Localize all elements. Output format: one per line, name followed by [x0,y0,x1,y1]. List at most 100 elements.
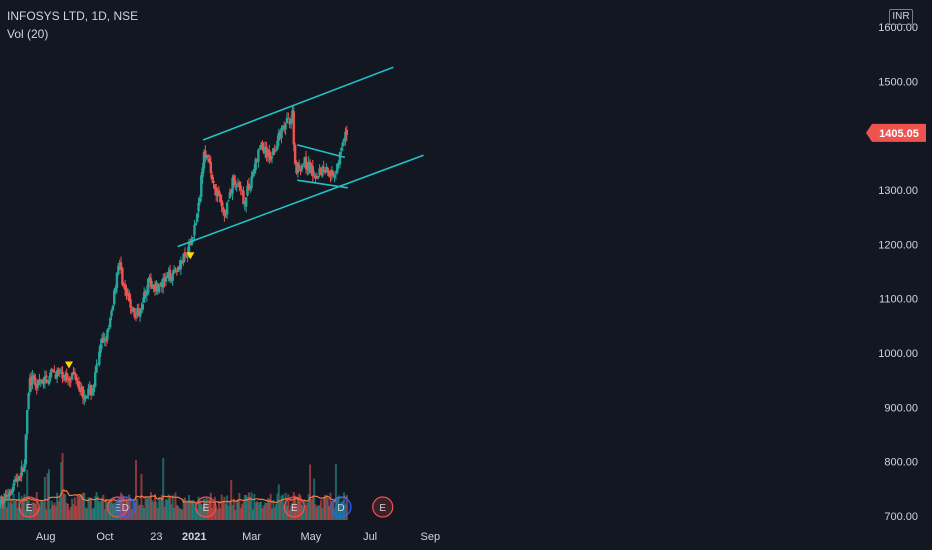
volume-bar [110,499,113,520]
volume-bar [188,495,191,520]
volume-bar [208,498,211,520]
volume-bar [307,493,310,520]
dividend-badge[interactable]: D [114,496,136,518]
candle [318,164,321,177]
volume-bar [58,496,61,520]
candle [341,140,344,152]
currency-badge[interactable]: INR [889,9,913,25]
volume-bar [99,501,102,520]
candle [274,146,278,153]
volume-bar [75,505,78,520]
earnings-badge[interactable]: E [195,496,217,518]
volume-bar [166,500,169,520]
candle [138,308,142,322]
earnings-badge[interactable]: E [283,496,305,518]
volume-bar [39,500,42,520]
candle [9,488,13,496]
candle [77,376,81,392]
volume-bar [145,498,148,520]
volume-bar [98,501,101,520]
volume-bar [338,504,341,520]
volume-bar [175,504,178,520]
dividend-badge[interactable]: D [330,496,352,518]
candle [304,150,308,174]
volume-bar [216,509,219,520]
volume-indicator-label[interactable]: Vol (20) [7,27,49,41]
volume-bar [141,505,144,520]
candle [148,274,151,283]
candle [266,148,270,163]
volume-bar [45,509,48,520]
candle [265,141,268,162]
earnings-badge[interactable]: E [106,496,129,518]
candle [239,181,242,196]
candle [81,385,85,404]
volume-bar [178,508,181,520]
candle [259,141,263,150]
candle [32,372,36,380]
y-tick-label: 1500.00 [878,76,918,88]
volume-bar [215,507,218,520]
x-tick-label: Aug [36,531,56,543]
candle [179,256,183,276]
last-price-tag: 1405.05 [866,123,926,142]
candle [100,333,104,350]
symbol-title: INFOSYS LTD, 1D, NSE [7,9,139,23]
volume-bar [83,492,86,520]
volume-bar [77,495,80,520]
candle [231,174,234,200]
candle [254,157,257,174]
volume-bar [19,507,22,520]
candle [17,475,21,482]
volume-bar [232,498,235,520]
earnings-badge[interactable]: E [18,496,40,518]
volume-bar [173,507,176,520]
svg-text:E: E [379,503,386,514]
volume-bar [76,495,79,520]
candle [122,282,125,289]
svg-text:E: E [291,503,298,514]
volume-bar [120,492,123,520]
trendline-flag-top[interactable] [297,144,346,159]
candle [8,489,11,501]
volume-bar [177,506,180,520]
candle [291,105,294,123]
volume-bar [151,500,154,520]
volume-bar [247,492,250,520]
candle [210,171,214,184]
trendline-channel-lower[interactable] [177,154,424,248]
volume-bar [171,495,174,520]
candle [344,127,347,146]
candle [53,365,56,373]
candle [225,201,229,220]
candle [174,266,177,273]
volume-bar [20,496,23,520]
volume-bar [49,508,52,520]
candle [185,254,188,259]
candle [13,475,17,486]
trendline-channel-upper[interactable] [202,66,394,141]
candle [80,382,83,397]
candle [64,371,67,383]
volume-bar [121,494,124,520]
candle [93,366,97,388]
trendline-flag-bottom[interactable] [297,179,348,189]
volume-bar [86,508,89,520]
candle [125,285,128,301]
candle [208,154,211,164]
y-tick-label: 1600.00 [878,22,918,34]
volume-bar [268,499,271,520]
candle [322,160,325,174]
volume-bar [181,509,184,520]
earnings-badge[interactable]: E [372,496,394,518]
candle [156,283,159,295]
candle [84,394,87,403]
candle [315,172,319,180]
svg-text:E: E [114,503,121,514]
candle [149,272,153,290]
volume-bar [118,497,121,520]
x-tick-label: Sep [421,531,441,543]
volume-bar [261,508,264,520]
candle [270,151,274,164]
